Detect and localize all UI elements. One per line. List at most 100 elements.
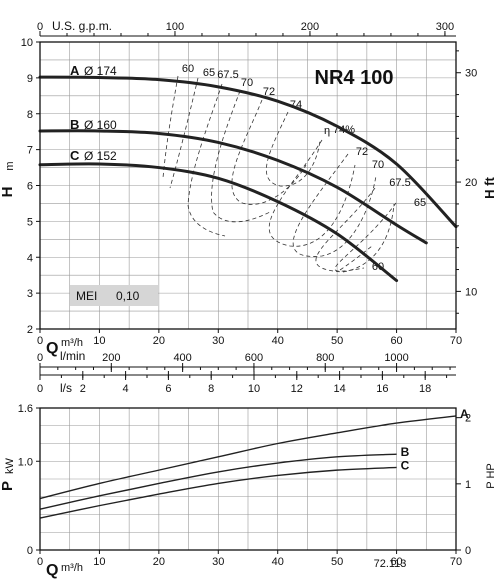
head-ticks: 2 3 4 5 6 7 8 9 10 Hm 0 100 200 300 U.S. g.p.m. 10 20 30 H…	[0, 19, 497, 357]
right-tick-label: 10	[465, 286, 477, 298]
top-tick-label: 100	[166, 21, 184, 33]
y-tick-label: 3	[27, 288, 33, 300]
efficiency-contour	[292, 153, 377, 257]
head-series: A Ø 174 B Ø 160 C Ø 152	[38, 63, 458, 283]
x-tick-label: 60	[390, 335, 402, 347]
power-right-tick-label: 0	[465, 545, 471, 557]
mei-value: 0,10	[116, 289, 140, 303]
mei-label: MEI	[76, 289, 97, 303]
power-y-axis-unit: kW	[4, 457, 16, 474]
x-tick-label: 0	[37, 335, 43, 347]
y-tick-label: 6	[27, 181, 33, 193]
x-axis-label: Q	[46, 340, 58, 357]
head-labels: NR4 100 MEI 0,10	[70, 67, 393, 306]
power-y-tick-label: 1.6	[18, 403, 33, 415]
top-tick-label: 300	[436, 21, 454, 33]
efficiency-contour	[339, 245, 373, 271]
head-series-diameter: Ø 152	[84, 149, 117, 163]
head-series-diameter: Ø 160	[84, 118, 117, 132]
head-curve-b	[38, 129, 428, 245]
power-chart: A BC 0 1.0 1.6 PkW 0 1 2 P HP 0 10 20 30 40 50 60 70 Q m³/…	[0, 403, 497, 579]
y-tick-label: 7	[27, 145, 33, 157]
x-tick-label: 30	[212, 335, 224, 347]
power-ticks: 0 1.0 1.6 PkW 0 1 2 P HP 0 10 20 30 40 50 60 70 Q m³/h	[0, 403, 497, 579]
footnote: 72.113	[374, 558, 407, 570]
ls-axis: 0 2 4 6 8 10 12 14 16 18 l/s	[37, 371, 456, 395]
lmin-axis-label: l/min	[60, 349, 85, 363]
power-x-tick-label: 40	[272, 556, 284, 568]
ls-axis-tick-label: 6	[165, 383, 171, 395]
power-x-tick-label: 30	[212, 556, 224, 568]
power-x-axis-label: Q	[46, 562, 58, 579]
power-x-tick-label: 20	[153, 556, 165, 568]
efficiency-contour	[162, 75, 179, 179]
power-series-name: A	[460, 407, 469, 421]
efficiency-label: 72	[356, 146, 368, 158]
lmin-axis-tick-label: 600	[245, 352, 263, 364]
efficiency-symbol: η	[324, 125, 330, 137]
power-plot-frame	[39, 407, 457, 551]
y-tick-label: 4	[27, 252, 33, 264]
efficiency-contour	[187, 83, 226, 237]
efficiency-contour	[268, 139, 356, 247]
right-tick-label: 20	[465, 177, 477, 189]
x-tick-label: 10	[93, 335, 105, 347]
x-tick-label: 40	[272, 335, 284, 347]
model-title: NR4 100	[315, 67, 394, 89]
ls-axis-tick-label: 16	[376, 383, 388, 395]
lmin-axis-tick-label: 400	[173, 352, 191, 364]
top-tick-label: 200	[301, 21, 319, 33]
ls-axis-tick-label: 10	[248, 383, 260, 395]
right-axis-label: H ft	[482, 177, 497, 199]
ls-axis-tick-label: 0	[37, 383, 43, 395]
head-series-name: A	[70, 63, 80, 78]
power-series-name: B	[401, 445, 410, 459]
ls-axis-tick-label: 18	[419, 383, 431, 395]
power-y-tick-label: 0	[27, 545, 33, 557]
lmin-axis-tick-label: 0	[37, 352, 43, 364]
power-x-tick-label: 0	[37, 556, 43, 568]
power-y-tick-label: 1.0	[18, 456, 33, 468]
head-curve-a	[38, 75, 458, 229]
x-tick-label: 20	[153, 335, 165, 347]
efficiency-label: 72	[263, 86, 275, 98]
head-series-name: C	[70, 148, 80, 163]
power-curve-a	[39, 415, 457, 500]
head-series-name: B	[70, 117, 79, 132]
power-series-name: C	[401, 458, 410, 472]
lmin-axis-tick-label: 800	[316, 352, 334, 364]
y-axis-unit: m	[4, 161, 16, 170]
head-curve-c	[38, 162, 399, 283]
top-axis-label: U.S. g.p.m.	[52, 19, 112, 33]
power-x-tick-label: 50	[331, 556, 343, 568]
efficiency-label: 65	[203, 67, 215, 79]
ls-axis-tick-label: 12	[291, 383, 303, 395]
efficiency-contour	[231, 99, 307, 205]
power-curve-c	[39, 466, 397, 519]
ls-axis-tick-label: 2	[80, 383, 86, 395]
y-axis-label: H	[0, 187, 16, 198]
y-tick-label: 8	[27, 109, 33, 121]
lmin-axis-tick-label: 1000	[384, 352, 408, 364]
ls-axis-label: l/s	[60, 381, 72, 395]
efficiency-contour	[315, 187, 395, 273]
power-x-axis-unit: m³/h	[61, 562, 83, 574]
power-right-axis-label: P HP	[485, 463, 497, 488]
right-tick-label: 30	[465, 68, 477, 80]
y-tick-label: 2	[27, 324, 33, 336]
efficiency-label: 67.5	[389, 177, 410, 189]
efficiency-label: 70	[372, 159, 384, 171]
efficiency-label: 70	[241, 77, 253, 89]
power-x-tick-label: 60	[390, 556, 402, 568]
efficiency-label: 60	[182, 63, 194, 75]
efficiency-contour	[334, 202, 397, 272]
efficiency-label: 65	[414, 197, 426, 209]
x-tick-label: 70	[450, 335, 462, 347]
mei-box	[70, 285, 158, 306]
y-tick-label: 5	[27, 216, 33, 228]
ls-axis-tick-label: 14	[333, 383, 345, 395]
y-tick-label: 9	[27, 73, 33, 85]
